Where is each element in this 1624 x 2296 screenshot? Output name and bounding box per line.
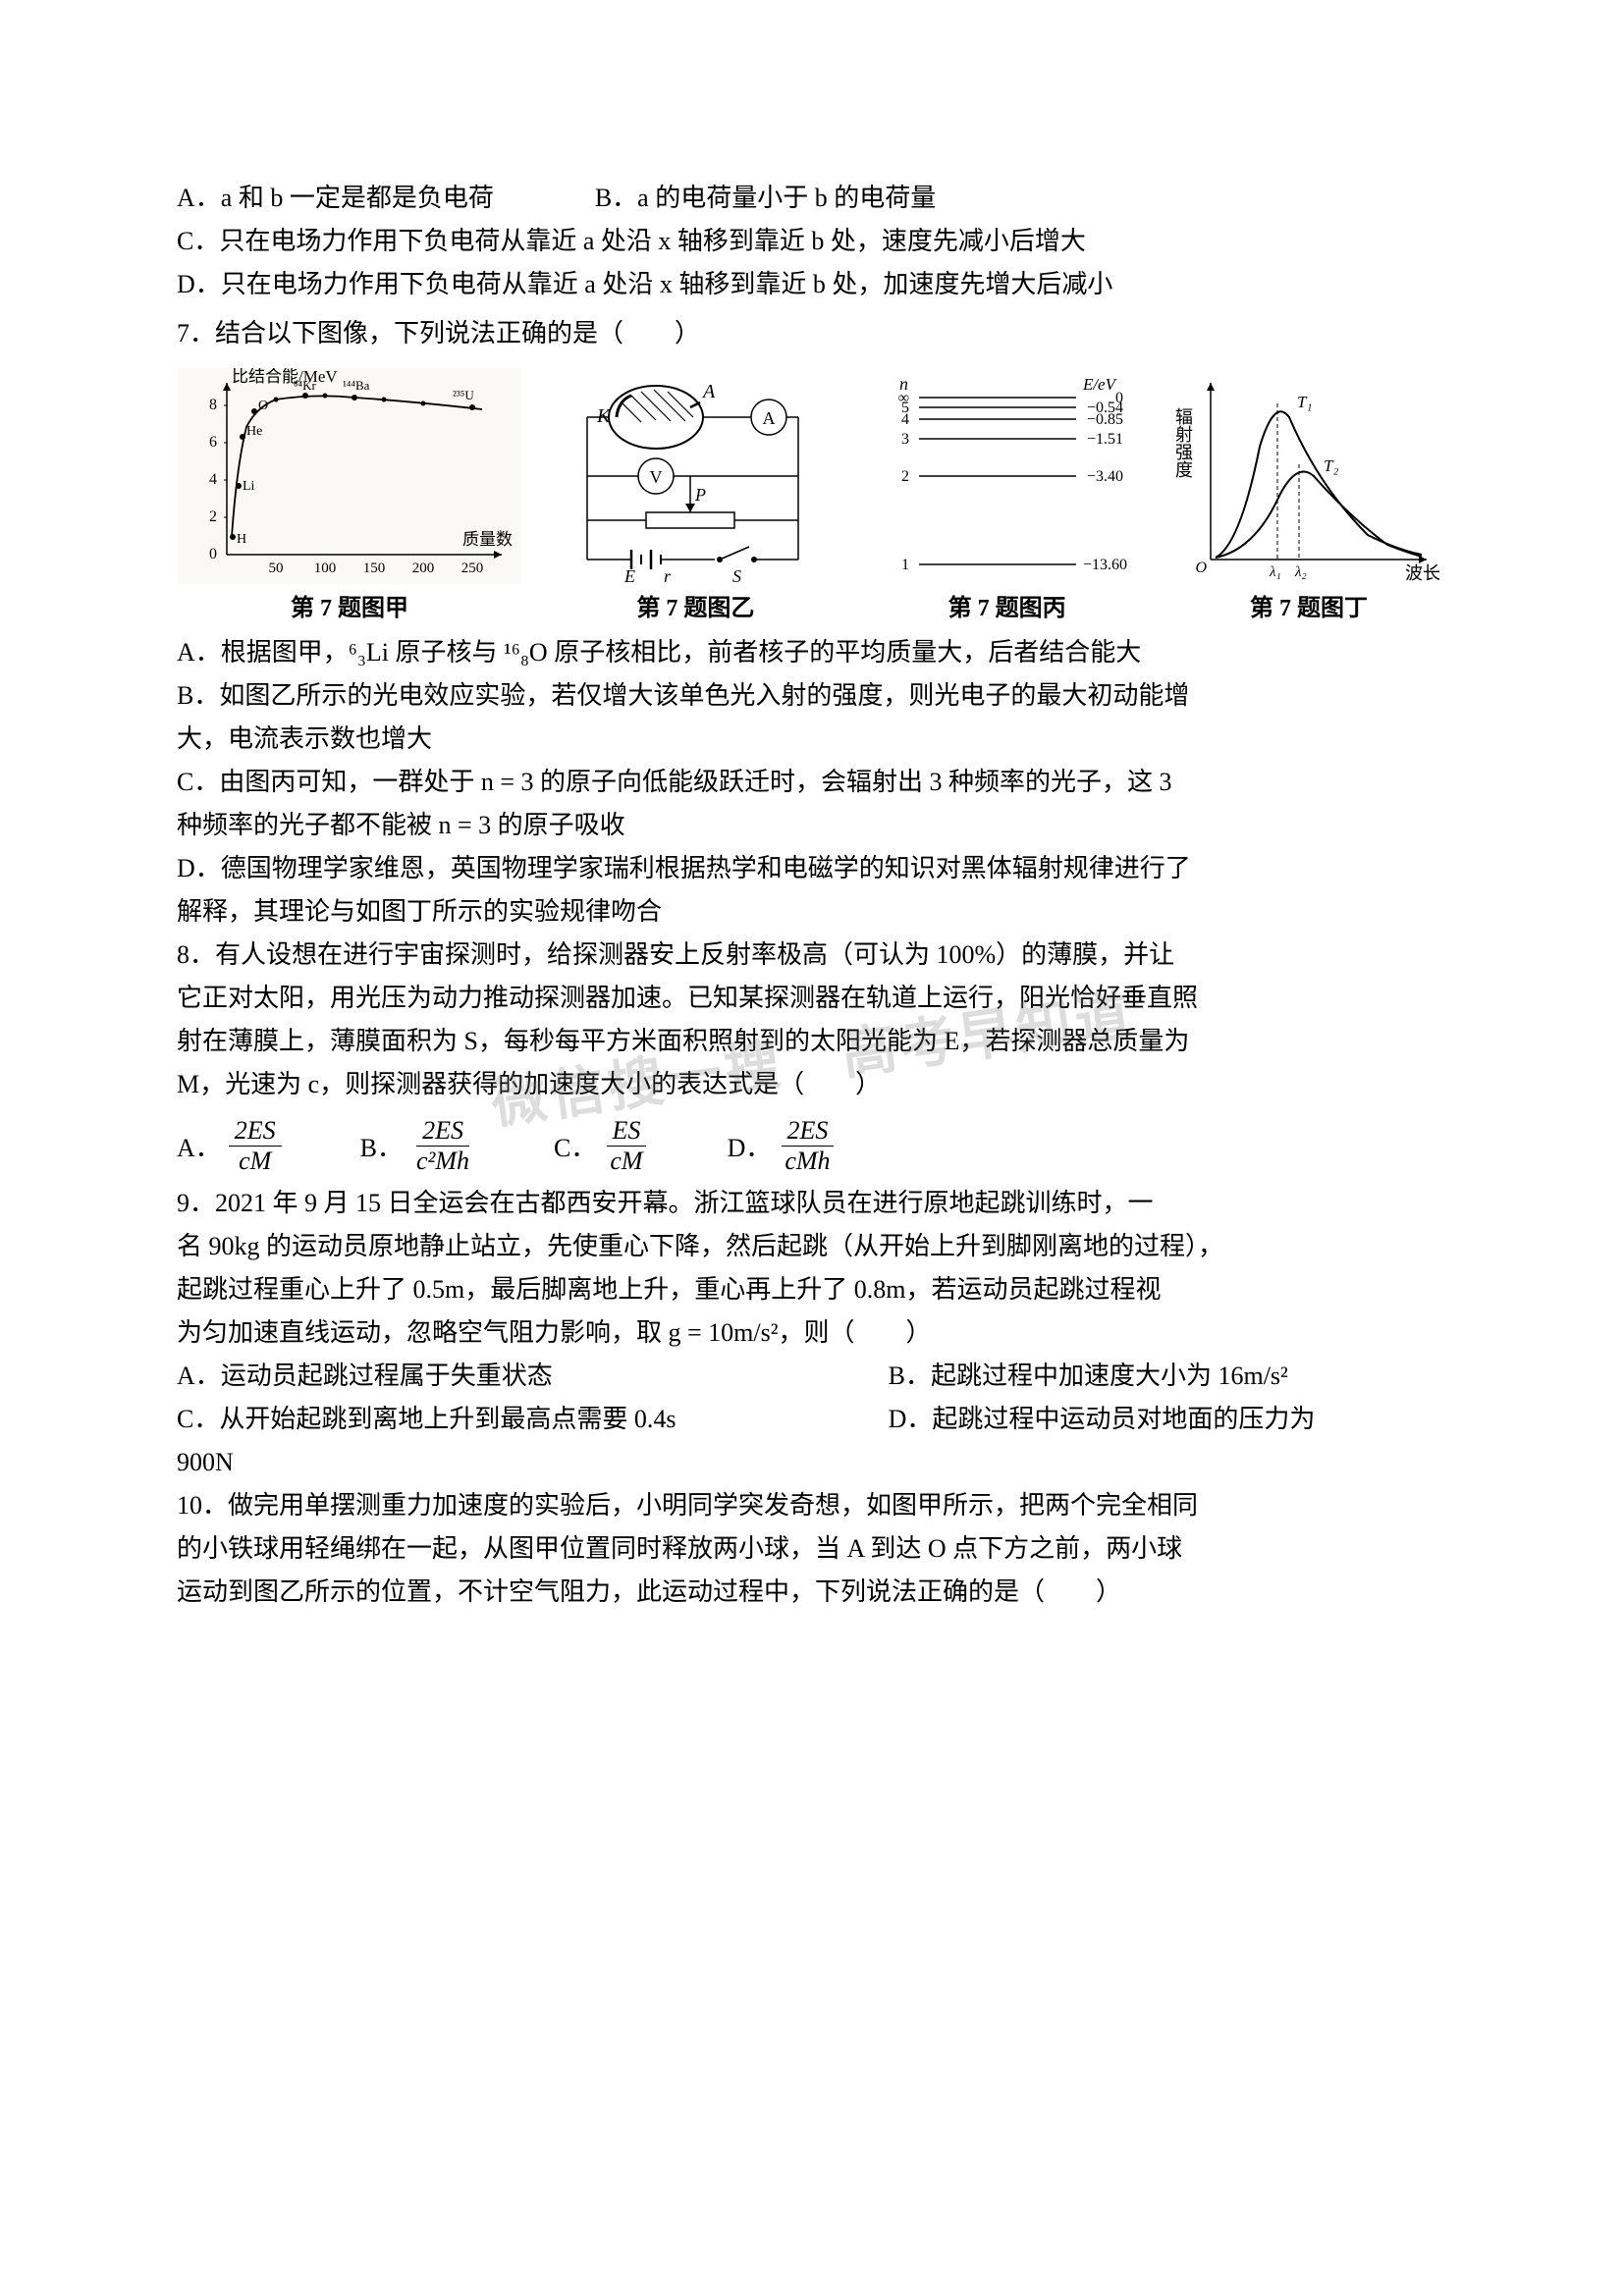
svg-text:−1.51: −1.51 xyxy=(1087,431,1123,448)
svg-text:0: 0 xyxy=(209,546,217,562)
q8-b-den: c²Mh xyxy=(410,1147,475,1176)
svg-text:4: 4 xyxy=(901,411,909,428)
q7-opt-b-l1: B．如图乙所示的光电效应实验，若仅增大该单色光入射的强度，则光电子的最大初动能增 xyxy=(177,674,1447,718)
svg-text:²³⁵U: ²³⁵U xyxy=(453,388,474,402)
q10-l2: 的小铁球用轻绳绑在一起，从图甲位置同时释放两小球，当 A 到达 O 点下方之前，… xyxy=(177,1527,1447,1571)
q6-opt-b: B．a 的电荷量小于 b 的电荷量 xyxy=(595,184,936,212)
svg-text:K: K xyxy=(596,405,612,427)
svg-text:1: 1 xyxy=(901,557,909,573)
svg-text:P: P xyxy=(694,485,706,505)
svg-text:250: 250 xyxy=(461,561,484,576)
q7-fig4-caption: 第 7 题图丁 xyxy=(1171,588,1446,622)
q8-opt-b: B． 2ESc²Mh xyxy=(360,1116,475,1176)
svg-text:O: O xyxy=(1195,560,1207,576)
q6-opt-d: D．只在电场力作用下负电荷从靠近 a 处沿 x 轴移到靠近 b 处，加速度先增大… xyxy=(177,263,1447,306)
q7-opt-d-l2: 解释，其理论与如图丁所示的实验规律吻合 xyxy=(177,890,1447,934)
svg-text:T₂: T₂ xyxy=(1324,456,1338,475)
svg-text:−13.60: −13.60 xyxy=(1083,557,1127,573)
svg-text:8: 8 xyxy=(209,397,217,413)
q8-a-den: cM xyxy=(233,1147,277,1176)
svg-text:r: r xyxy=(664,566,672,584)
svg-text:A: A xyxy=(763,408,776,428)
q10-l1: 10．做完用单摆测重力加速度的实验后，小明同学突发奇想，如图甲所示，把两个完全相… xyxy=(177,1484,1447,1527)
svg-text:⁸⁴Kr: ⁸⁴Kr xyxy=(294,378,316,393)
q9-l4: 为匀加速直线运动，忽略空气阻力影响，取 g = 10m/s²，则（ ） xyxy=(177,1311,1447,1355)
svg-text:50: 50 xyxy=(269,561,284,576)
svg-text:200: 200 xyxy=(412,561,435,576)
q6-opt-a: A．a 和 b 一定是都是负电荷 xyxy=(177,184,494,212)
q7-opt-a: A．根据图甲，⁶₃Li 原子核与 ¹⁶₈O 原子核相比，前者核子的平均质量大，后… xyxy=(177,631,1447,674)
svg-text:S: S xyxy=(732,566,741,584)
svg-text:比结合能/MeV: 比结合能/MeV xyxy=(232,368,338,386)
q7-fig1: 0 2 4 6 8 50 100 150 200 250 比结合能/MeV 质量… xyxy=(177,367,522,623)
q9-opt-d2: 900N xyxy=(177,1441,1447,1484)
svg-text:4: 4 xyxy=(209,471,217,488)
q7-opt-d-l1: D．德国物理学家维恩，英国物理学家瑞利根据热学和电磁学的知识对黑体辐射规律进行了 xyxy=(177,847,1447,890)
svg-text:O: O xyxy=(258,399,268,413)
q9-opt-c: C．从开始起跳到离地上升到最高点需要 0.4s xyxy=(177,1398,889,1441)
q9-options: A．运动员起跳过程属于失重状态 B．起跳过程中加速度大小为 16m/s² C．从… xyxy=(177,1355,1447,1441)
q8-b-num: 2ES xyxy=(416,1116,469,1147)
q7-opt-b-l2: 大，电流表示数也增大 xyxy=(177,718,1447,761)
q8-l3: 射在薄膜上，薄膜面积为 S，每秒每平方米面积照射到的太阳光能为 E，若探测器总质… xyxy=(177,1020,1447,1063)
q8-l4: M，光速为 c，则探测器获得的加速度大小的表达式是（ ） xyxy=(177,1063,1447,1106)
q6-opt-c: C．只在电场力作用下负电荷从靠近 a 处沿 x 轴移到靠近 b 处，速度先减小后… xyxy=(177,220,1447,263)
q8-l1: 8．有人设想在进行宇宙探测时，给探测器安上反射率极高（可认为 100%）的薄膜，… xyxy=(177,934,1447,977)
q10-l3: 运动到图乙所示的位置，不计空气阻力，此运动过程中，下列说法正确的是（ ） xyxy=(177,1571,1447,1614)
svg-text:100: 100 xyxy=(314,561,337,576)
q6-option-line-ab: A．a 和 b 一定是都是负电荷 B．a 的电荷量小于 b 的电荷量 xyxy=(177,177,1447,220)
q9-opt-d1: D．起跳过程中运动员对地面的压力为 xyxy=(889,1398,1447,1441)
svg-text:2: 2 xyxy=(901,468,909,485)
q7-opt-c-l1: C．由图丙可知，一群处于 n = 3 的原子向低能级跃迁时，会辐射出 3 种频率… xyxy=(177,761,1447,804)
svg-text:−0.85: −0.85 xyxy=(1087,411,1123,428)
svg-text:A: A xyxy=(701,381,716,402)
svg-text:150: 150 xyxy=(363,561,386,576)
q7-fig1-caption: 第 7 题图甲 xyxy=(178,588,521,622)
q8-opt-c-label: C． xyxy=(554,1128,596,1164)
q7-figures-row: 0 2 4 6 8 50 100 150 200 250 比结合能/MeV 质量… xyxy=(177,367,1447,623)
svg-text:T₁: T₁ xyxy=(1297,393,1312,411)
svg-text:λ₂: λ₂ xyxy=(1294,564,1307,580)
q8-a-num: 2ES xyxy=(229,1116,282,1147)
q9-opt-b: B．起跳过程中加速度大小为 16m/s² xyxy=(889,1355,1447,1398)
svg-text:波长: 波长 xyxy=(1405,563,1440,583)
q8-opt-d-label: D． xyxy=(728,1128,772,1164)
q8-c-num: ES xyxy=(607,1116,647,1147)
svg-text:6: 6 xyxy=(209,434,217,451)
svg-text:辐射强度: 辐射强度 xyxy=(1173,407,1193,478)
svg-text:V: V xyxy=(650,467,663,487)
q7-opt-c-l2: 种频率的光子都不能被 n = 3 的原子吸收 xyxy=(177,804,1447,847)
q7-fig2-caption: 第 7 题图乙 xyxy=(548,588,842,622)
q7-fig3: n E/eV ∞ 0 5 −0.54 4 −0.85 3 −1.51 2 −3.… xyxy=(869,367,1146,623)
q8-d-num: 2ES xyxy=(782,1116,835,1147)
svg-text:H: H xyxy=(237,532,246,547)
q8-d-den: cMh xyxy=(779,1147,836,1176)
q9-opt-a: A．运动员起跳过程属于失重状态 xyxy=(177,1355,889,1398)
q8-opt-b-label: B． xyxy=(360,1128,403,1164)
q8-c-den: cM xyxy=(604,1147,648,1176)
svg-text:Li: Li xyxy=(243,479,255,494)
q7-fig4: 辐射强度 波长 O T₁ T₂ λ₁ λ₂ 第 7 题图丁 xyxy=(1170,367,1447,623)
q8-l2: 它正对太阳，用光压为动力推动探测器加速。已知某探测器在轨道上运行，阳光恰好垂直照 xyxy=(177,977,1447,1020)
svg-text:E/eV: E/eV xyxy=(1082,375,1118,394)
q9-l1: 9．2021 年 9 月 15 日全运会在古都西安开幕。浙江篮球队员在进行原地起… xyxy=(177,1182,1447,1225)
q7-stem: 7．结合以下图像，下列说法正确的是（ ） xyxy=(177,312,1447,355)
svg-text:¹⁴⁴Ba: ¹⁴⁴Ba xyxy=(343,378,370,393)
svg-text:3: 3 xyxy=(901,431,909,448)
q9-l2: 名 90kg 的运动员原地静止站立，先使重心下降，然后起跳（从开始上升到脚刚离地… xyxy=(177,1225,1447,1268)
svg-text:−3.40: −3.40 xyxy=(1087,468,1123,485)
q8-options: A． 2EScM B． 2ESc²Mh C． EScM D． 2EScMh xyxy=(177,1116,1447,1176)
q8-opt-a: A． 2EScM xyxy=(177,1116,282,1176)
q8-opt-a-label: A． xyxy=(177,1128,221,1164)
svg-text:2: 2 xyxy=(209,508,217,525)
svg-text:质量数: 质量数 xyxy=(462,530,513,549)
q7-fig2: K A V A P xyxy=(547,367,843,623)
svg-text:λ₁: λ₁ xyxy=(1269,564,1281,580)
q8-opt-c: C． EScM xyxy=(554,1116,649,1176)
q9-l3: 起跳过程重心上升了 0.5m，最后脚离地上升，重心再上升了 0.8m，若运动员起… xyxy=(177,1268,1447,1311)
svg-text:He: He xyxy=(246,424,262,439)
q7-fig3-caption: 第 7 题图丙 xyxy=(870,588,1145,622)
svg-text:E: E xyxy=(623,566,635,584)
q8-opt-d: D． 2EScMh xyxy=(728,1116,837,1176)
